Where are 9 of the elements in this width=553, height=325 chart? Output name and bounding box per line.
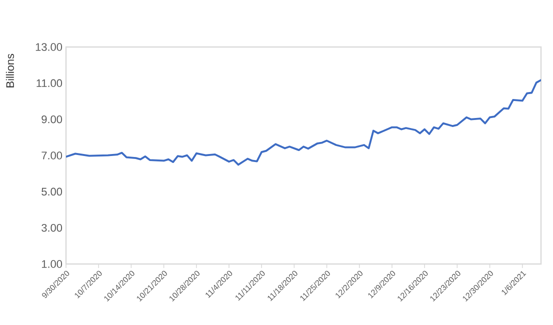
y-tick-label: 9.00 — [42, 115, 62, 124]
y-tick-label: 1.00 — [42, 260, 62, 268]
line-series — [66, 79, 542, 166]
y-tick-label: 13.00 — [36, 43, 62, 51]
y-tick-label: 11.00 — [36, 79, 62, 88]
y-tick-label: 3.00 — [42, 224, 62, 232]
y-tick-label: 5.00 — [42, 188, 62, 196]
y-tick-label: 7.00 — [42, 152, 62, 160]
y-axis-title: Billions — [6, 54, 14, 88]
